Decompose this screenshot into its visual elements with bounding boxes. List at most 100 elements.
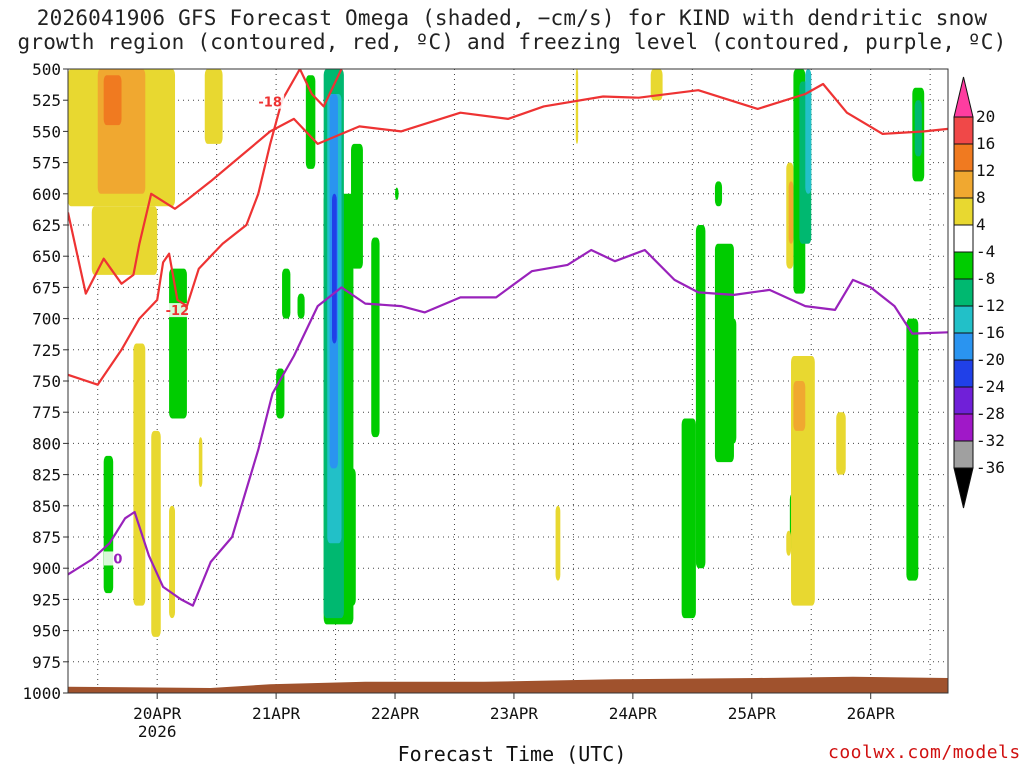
y-tick-label: 675 <box>32 278 61 297</box>
omega-shaded-region <box>695 225 706 569</box>
colorbar: 20 16 12 8 4 -4 -8 -12 -16 -20 -24 -28 -32 -36 <box>953 76 1005 509</box>
omega-shaded-region <box>305 75 316 169</box>
omega-shaded-region <box>731 318 737 444</box>
x-tick-label: 25APR <box>728 704 777 723</box>
x-tick-label: 20APR <box>133 704 182 723</box>
colorbar-label: 4 <box>976 215 986 234</box>
omega-shaded-region <box>836 412 846 475</box>
dendritic-high-label: -18 <box>258 96 282 111</box>
colorbar-label: -32 <box>976 431 1005 450</box>
x-tick-label: 24APR <box>609 704 658 723</box>
omega-shaded-region <box>169 268 187 419</box>
y-tick-label: 1000 <box>22 684 61 703</box>
omega-shading <box>68 69 925 637</box>
colorbar-swatch <box>953 251 974 280</box>
x-axis-title: Forecast Time (UTC) <box>397 742 627 766</box>
omega-shaded-region <box>297 293 305 319</box>
colorbar-swatch <box>953 278 974 307</box>
site-credit: coolwx.com/models <box>828 742 1021 763</box>
y-tick-label: 700 <box>32 310 61 329</box>
colorbar-swatch <box>953 116 974 145</box>
omega-shaded-region <box>555 505 561 581</box>
omega-shaded-region <box>151 430 161 637</box>
omega-shaded-region <box>575 69 579 144</box>
omega-shaded-region <box>133 343 146 606</box>
colorbar-swatch <box>953 440 974 469</box>
colorbar-label: -8 <box>976 269 995 288</box>
x-tick-label: 22APR <box>371 704 420 723</box>
omega-shaded-region <box>786 530 792 556</box>
y-tick-label: 975 <box>32 653 61 672</box>
y-tick-label: 600 <box>32 185 61 204</box>
contours: -12 -18 0 <box>68 69 948 607</box>
colorbar-swatch <box>953 305 974 334</box>
y-tick-label: 500 <box>32 60 61 79</box>
omega-shaded-region <box>805 69 812 194</box>
chart-subtitle: growth region (contoured, red, ºC) and f… <box>17 30 1007 54</box>
y-tick-label: 825 <box>32 466 61 485</box>
colorbar-label: 12 <box>976 161 995 180</box>
y-tick-label: 850 <box>32 497 61 516</box>
colorbar-swatch <box>953 413 974 442</box>
omega-shaded-region <box>793 381 806 431</box>
colorbar-swatch <box>953 359 974 388</box>
y-tick-label: 950 <box>32 622 61 641</box>
omega-shaded-region <box>371 237 380 438</box>
omega-shaded-region <box>204 69 223 144</box>
y-tick-label: 775 <box>32 403 61 422</box>
freezing-level-label: 0 <box>113 552 122 567</box>
x-tick-label: 26APR <box>847 704 896 723</box>
omega-shaded-region <box>650 69 663 101</box>
dendritic-high-contour <box>68 69 343 386</box>
omega-shaded-region <box>914 100 922 157</box>
y-tick-label: 625 <box>32 216 61 235</box>
y-tick-label: 525 <box>32 91 61 110</box>
omega-shaded-region <box>91 206 158 275</box>
omega-shaded-region <box>332 193 337 344</box>
y-tick-label: 800 <box>32 434 61 453</box>
x-tick-label: 23APR <box>490 704 539 723</box>
colorbar-label: -28 <box>976 404 1005 423</box>
omega-shaded-region <box>103 455 114 594</box>
colorbar-label: -16 <box>976 323 1005 342</box>
freezing-level-contour <box>68 248 948 607</box>
y-tick-label: 650 <box>32 247 61 266</box>
colorbar-label: -20 <box>976 350 1005 369</box>
dendritic-low-contour <box>68 82 948 295</box>
colorbar-swatch <box>953 197 974 226</box>
colorbar-swatch <box>953 386 974 415</box>
omega-shaded-region <box>906 318 919 581</box>
colorbar-label: -36 <box>976 458 1005 477</box>
colorbar-swatch <box>953 170 974 199</box>
omega-shaded-region <box>276 368 285 419</box>
chart-title: 2026041906 GFS Forecast Omega (shaded, −… <box>36 6 988 30</box>
omega-shaded-region <box>282 268 291 319</box>
omega-shaded-region <box>198 437 203 488</box>
colorbar-label: 16 <box>976 134 995 153</box>
omega-shaded-region <box>395 187 399 201</box>
colorbar-label: 8 <box>976 188 986 207</box>
colorbar-label: -12 <box>976 296 1005 315</box>
colorbar-label: -24 <box>976 377 1005 396</box>
y-tick-label: 725 <box>32 341 61 360</box>
colorbar-swatch <box>953 224 974 253</box>
omega-shaded-region <box>169 505 176 619</box>
y-axis-ticks: 500 525 550 575 600 625 650 675 700 725 750 775 800 8… <box>22 60 68 703</box>
y-tick-label: 875 <box>32 528 61 547</box>
x-tick-label: 21APR <box>252 704 301 723</box>
colorbar-top-arrow <box>953 76 974 118</box>
y-tick-label: 550 <box>32 122 61 141</box>
omega-shaded-region <box>714 181 723 207</box>
omega-shaded-region <box>714 243 734 463</box>
x-tick-sublabel: 2026 <box>138 722 177 741</box>
ground-surface <box>68 676 948 693</box>
omega-shaded-region <box>681 418 696 619</box>
colorbar-swatch <box>953 332 974 361</box>
omega-shaded-region <box>103 75 122 126</box>
omega-shaded-region <box>788 181 794 244</box>
dendritic-low-label-bg <box>163 303 192 318</box>
dendritic-low-label: -12 <box>166 304 190 319</box>
ground-fill <box>68 676 948 693</box>
y-tick-label: 575 <box>32 154 61 173</box>
